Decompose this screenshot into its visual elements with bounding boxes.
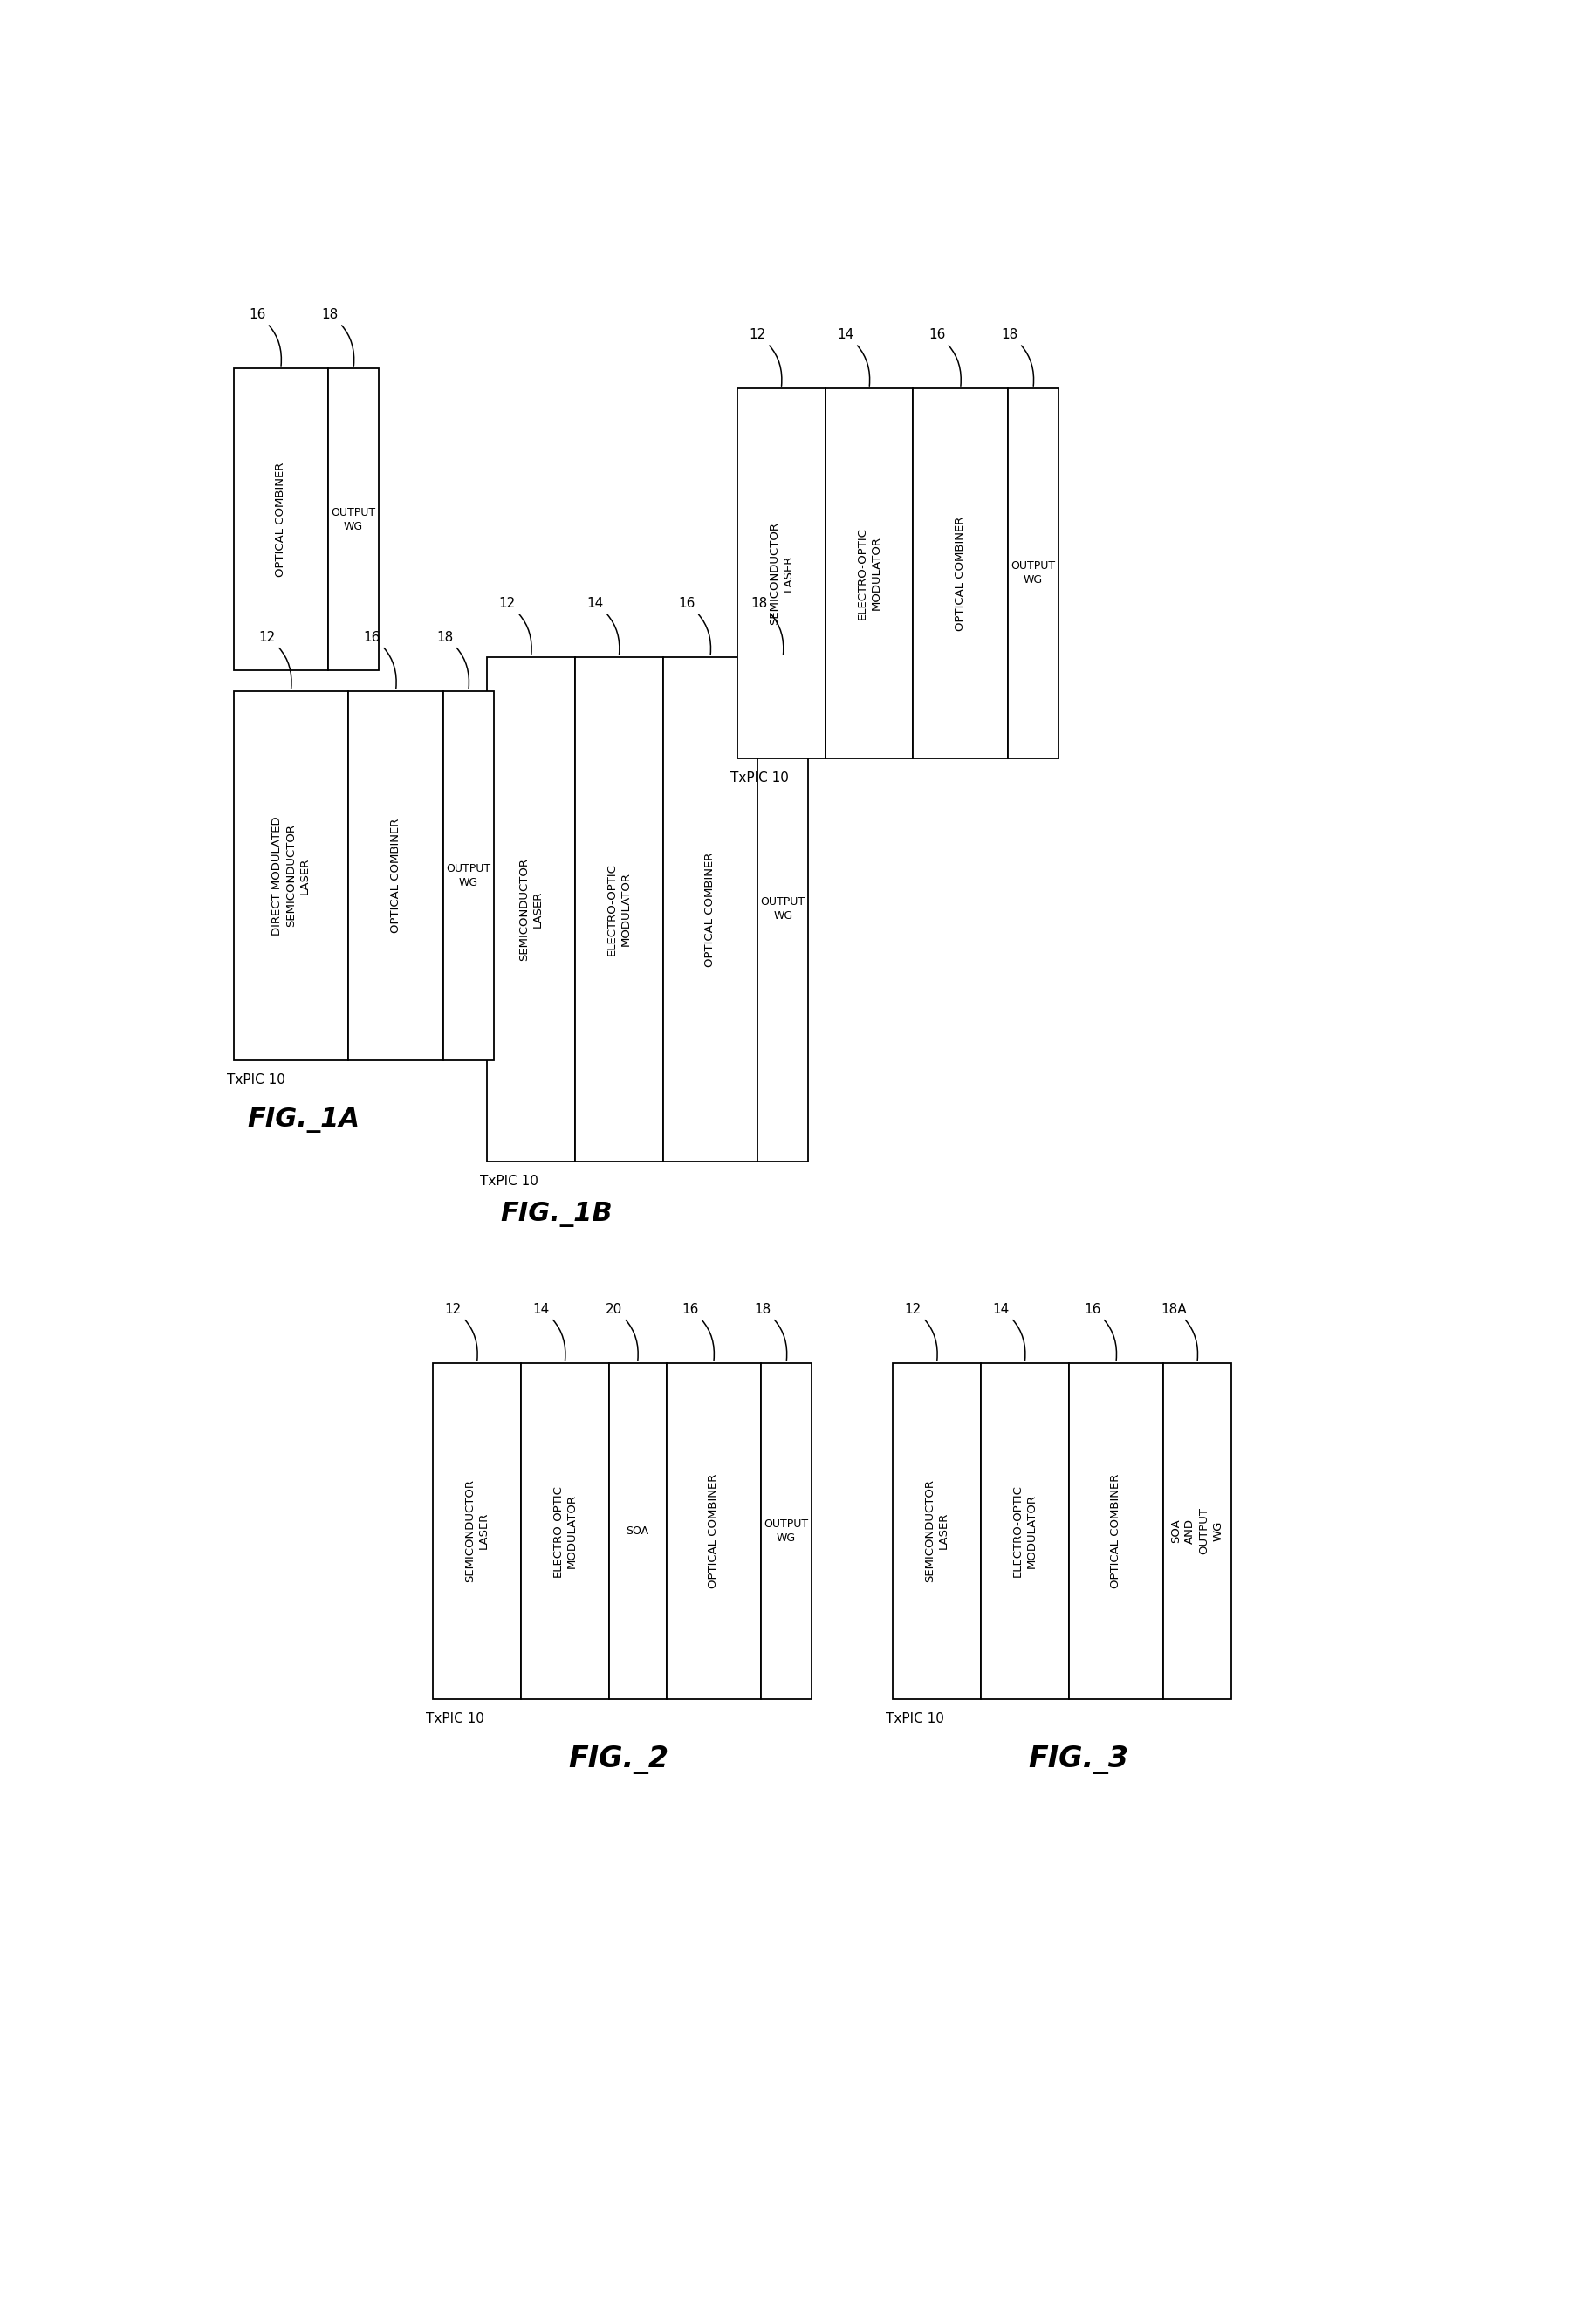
- Bar: [825, 388, 913, 758]
- Bar: [758, 658, 808, 1162]
- Text: 16: 16: [678, 597, 711, 655]
- Text: 16: 16: [927, 328, 960, 386]
- Bar: [609, 1362, 665, 1699]
- Text: FIG._2: FIG._2: [568, 1745, 668, 1776]
- Bar: [1163, 1362, 1230, 1699]
- Text: TxPIC 10: TxPIC 10: [480, 1174, 538, 1188]
- Text: SEMICONDUCTOR
LASER: SEMICONDUCTOR LASER: [769, 521, 794, 625]
- Text: TxPIC 10: TxPIC 10: [730, 772, 789, 786]
- Text: DIRECT MODULATED
SEMICONDUCTOR
LASER: DIRECT MODULATED SEMICONDUCTOR LASER: [271, 816, 311, 934]
- Text: 12: 12: [259, 630, 292, 688]
- Text: ELECTRO-OPTIC
MODULATOR: ELECTRO-OPTIC MODULATOR: [1012, 1485, 1037, 1578]
- Text: OUTPUT
WG: OUTPUT WG: [331, 507, 375, 532]
- Bar: [737, 388, 825, 758]
- Bar: [1068, 1362, 1163, 1699]
- Text: 14: 14: [587, 597, 620, 655]
- Text: 20: 20: [606, 1304, 637, 1360]
- Text: 14: 14: [532, 1304, 565, 1360]
- Text: 18: 18: [436, 630, 469, 688]
- Text: FIG._1A: FIG._1A: [246, 1109, 359, 1132]
- Text: 12: 12: [444, 1304, 477, 1360]
- Text: 16: 16: [248, 309, 281, 365]
- Bar: [328, 367, 378, 672]
- Text: SEMICONDUCTOR
LASER: SEMICONDUCTOR LASER: [464, 1480, 490, 1583]
- Bar: [574, 658, 662, 1162]
- Text: ELECTRO-OPTIC
MODULATOR: ELECTRO-OPTIC MODULATOR: [552, 1485, 577, 1578]
- Text: 14: 14: [836, 328, 869, 386]
- Text: SEMICONDUCTOR
LASER: SEMICONDUCTOR LASER: [924, 1480, 949, 1583]
- Text: 16: 16: [364, 630, 395, 688]
- Bar: [234, 367, 328, 672]
- Text: OPTICAL COMBINER: OPTICAL COMBINER: [708, 1473, 719, 1587]
- Text: 14: 14: [992, 1304, 1025, 1360]
- Text: OPTICAL COMBINER: OPTICAL COMBINER: [704, 853, 715, 967]
- Bar: [981, 1362, 1068, 1699]
- Text: SEMICONDUCTOR
LASER: SEMICONDUCTOR LASER: [518, 858, 543, 960]
- Text: OUTPUT
WG: OUTPUT WG: [764, 1518, 808, 1543]
- Text: 18: 18: [322, 309, 355, 365]
- Bar: [1007, 388, 1058, 758]
- Text: 18A: 18A: [1159, 1304, 1197, 1360]
- Text: OUTPUT
WG: OUTPUT WG: [446, 862, 491, 888]
- Text: 18: 18: [750, 597, 783, 655]
- Text: 12: 12: [748, 328, 781, 386]
- Text: TxPIC 10: TxPIC 10: [226, 1074, 286, 1088]
- Text: 12: 12: [904, 1304, 937, 1360]
- Text: SOA
AND
OUTPUT
WG: SOA AND OUTPUT WG: [1170, 1508, 1224, 1555]
- Text: OPTICAL COMBINER: OPTICAL COMBINER: [1109, 1473, 1120, 1587]
- Text: TxPIC 10: TxPIC 10: [425, 1713, 485, 1724]
- Text: OPTICAL COMBINER: OPTICAL COMBINER: [389, 818, 402, 932]
- Text: FIG._3: FIG._3: [1028, 1745, 1128, 1776]
- Text: ELECTRO-OPTIC
MODULATOR: ELECTRO-OPTIC MODULATOR: [606, 862, 631, 955]
- Text: OPTICAL COMBINER: OPTICAL COMBINER: [275, 462, 286, 576]
- Bar: [486, 658, 574, 1162]
- Text: 18: 18: [753, 1304, 786, 1360]
- Text: 12: 12: [499, 597, 532, 655]
- Text: ELECTRO-OPTIC
MODULATOR: ELECTRO-OPTIC MODULATOR: [857, 528, 882, 621]
- Text: 16: 16: [681, 1304, 714, 1360]
- Text: SOA: SOA: [626, 1525, 648, 1536]
- Bar: [433, 1362, 521, 1699]
- Text: OUTPUT
WG: OUTPUT WG: [761, 897, 805, 923]
- Text: 16: 16: [1083, 1304, 1116, 1360]
- Bar: [521, 1362, 609, 1699]
- Text: 18: 18: [1001, 328, 1032, 386]
- Bar: [913, 388, 1007, 758]
- Bar: [761, 1362, 811, 1699]
- Bar: [442, 690, 494, 1060]
- Text: FIG._1B: FIG._1B: [501, 1202, 612, 1227]
- Bar: [662, 658, 758, 1162]
- Text: TxPIC 10: TxPIC 10: [885, 1713, 945, 1724]
- Bar: [665, 1362, 761, 1699]
- Text: OUTPUT
WG: OUTPUT WG: [1010, 560, 1054, 586]
- Bar: [348, 690, 442, 1060]
- Bar: [893, 1362, 981, 1699]
- Bar: [234, 690, 348, 1060]
- Text: OPTICAL COMBINER: OPTICAL COMBINER: [954, 516, 965, 630]
